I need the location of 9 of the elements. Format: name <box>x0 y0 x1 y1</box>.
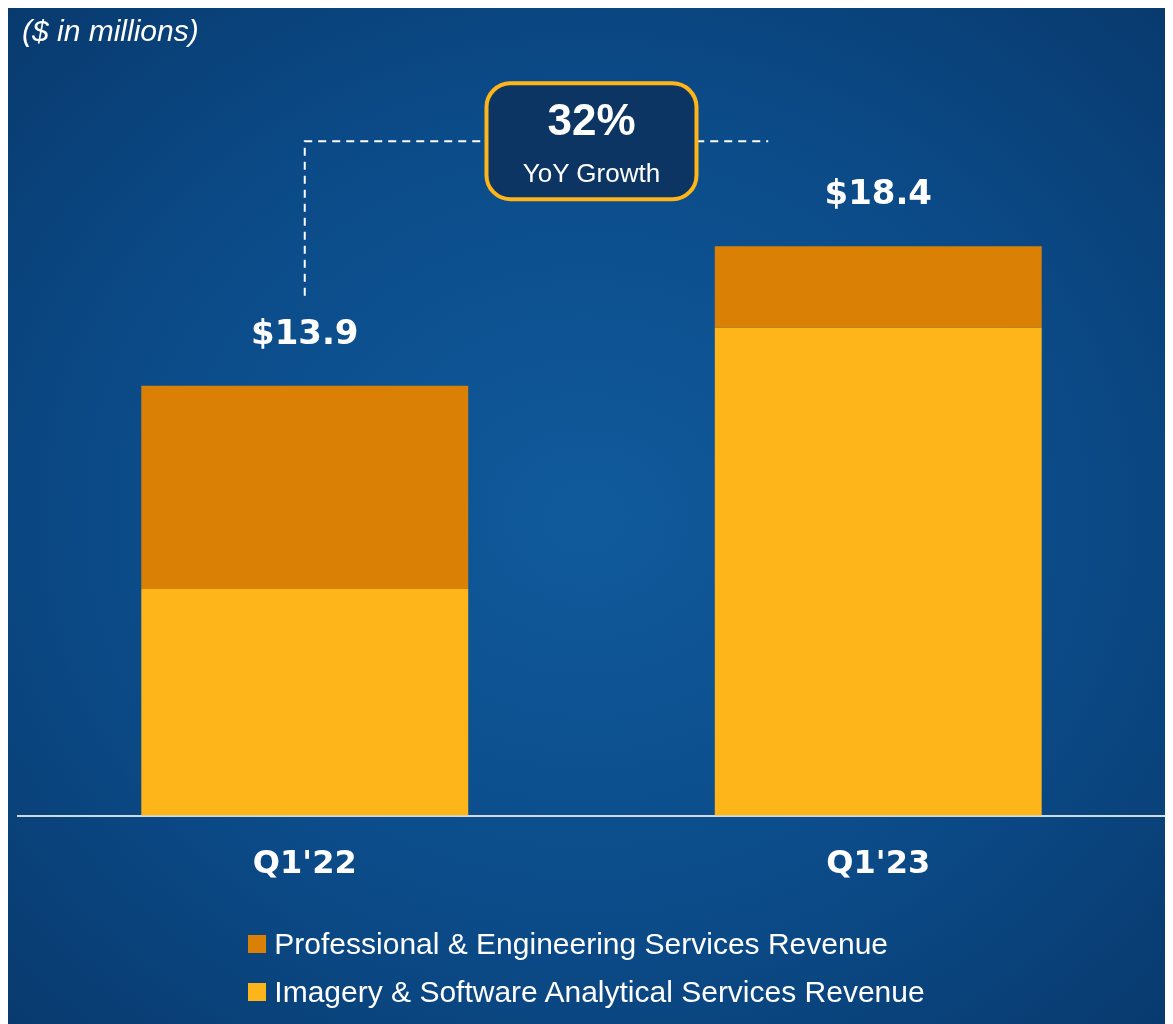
x-tick-label: Q1'22 <box>252 843 357 882</box>
chart-title: ($ in millions) <box>21 13 200 49</box>
annotation: $18.4 <box>824 172 933 213</box>
legend-label: Professional & Engineering Services Revenue <box>274 926 889 962</box>
legend-label: Imagery & Software Analytical Services Revenue <box>274 974 925 1010</box>
text: 32% <box>547 95 636 145</box>
x-tick-label: Q1'23 <box>826 843 931 882</box>
text: YoY Growth <box>522 158 661 189</box>
annotation: $13.9 <box>250 311 359 352</box>
